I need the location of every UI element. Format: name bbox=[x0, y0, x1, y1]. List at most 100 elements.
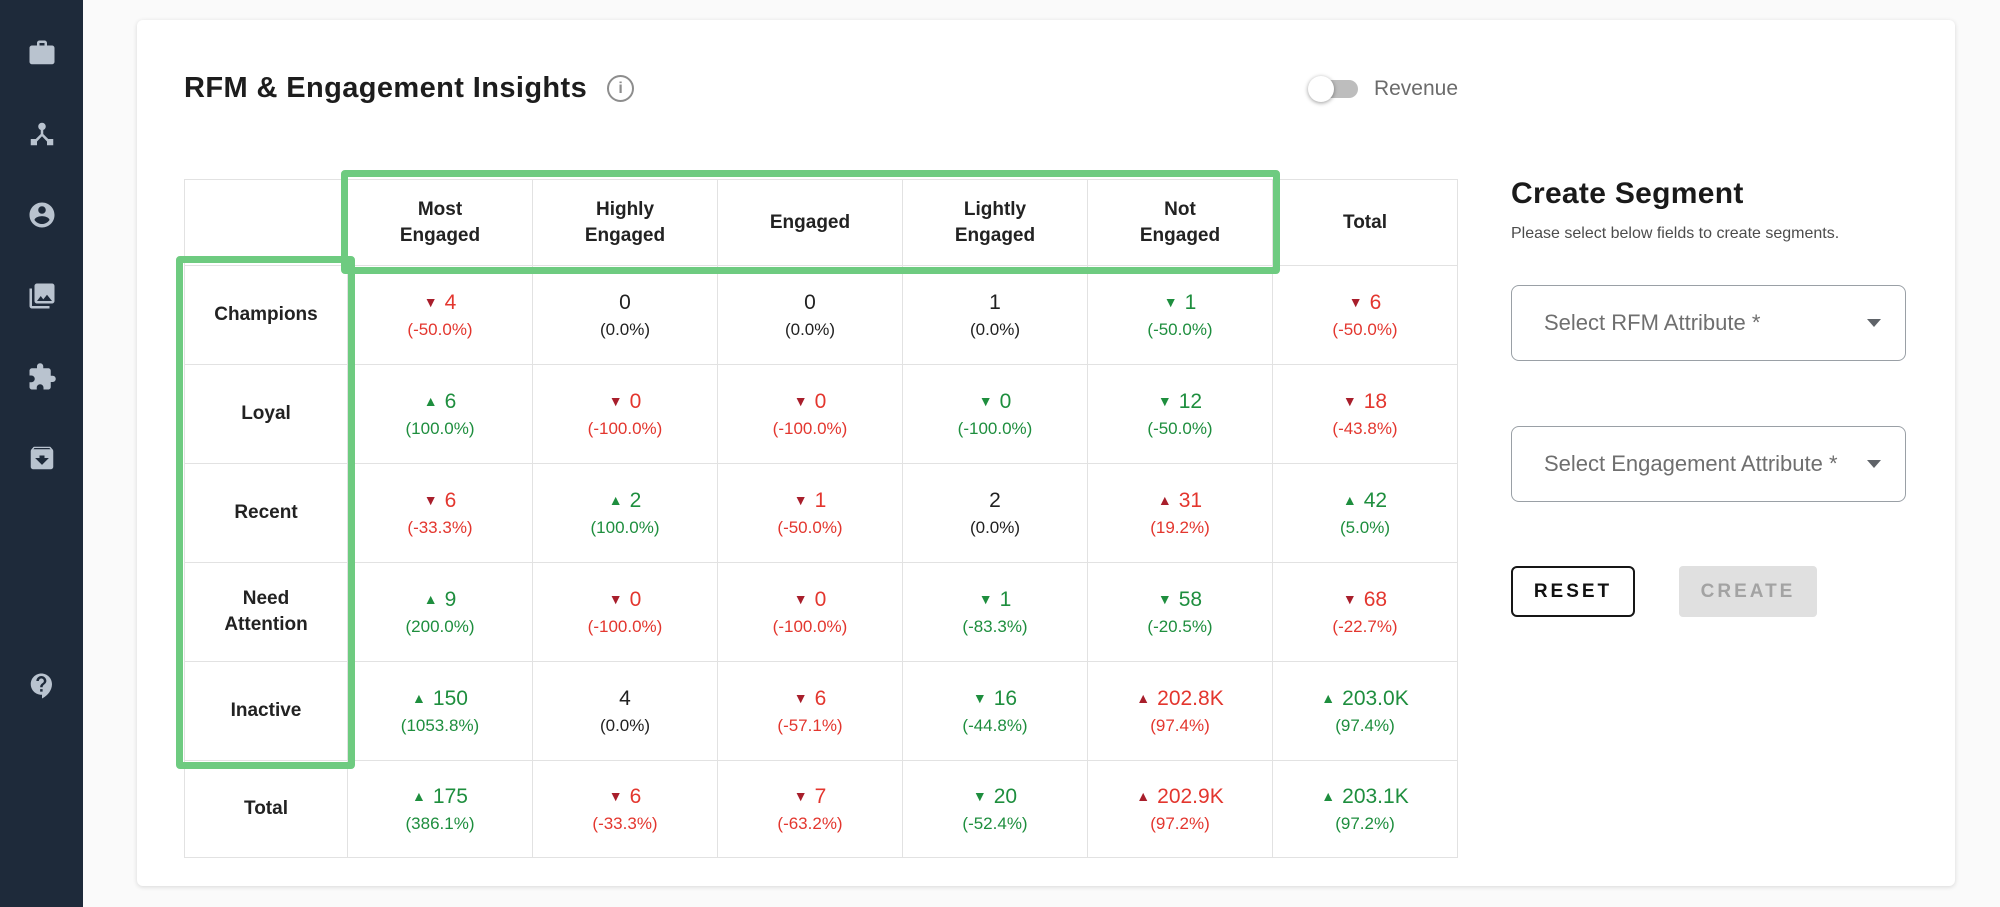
matrix-cell-champions-most-engaged[interactable]: ▼ 4 (-50.0%) bbox=[347, 265, 533, 365]
matrix-cell-loyal-lightly-engaged[interactable]: ▼ 0 (-100.0%) bbox=[902, 364, 1088, 464]
matrix-cell-loyal-total[interactable]: ▼ 18 (-43.8%) bbox=[1272, 364, 1458, 464]
cell-value: ▼ 68 bbox=[1342, 588, 1388, 612]
account-icon bbox=[27, 200, 57, 233]
cell-percent: (200.0%) bbox=[405, 616, 475, 636]
matrix-cell-inactive-total[interactable]: ▲ 203.0K (97.4%) bbox=[1272, 661, 1458, 761]
sidebar-item-account[interactable] bbox=[25, 199, 59, 233]
matrix-cell-total-not-engaged[interactable]: ▲ 202.9K (97.2%) bbox=[1087, 760, 1273, 858]
matrix-cell-recent-not-engaged[interactable]: ▲ 31 (19.2%) bbox=[1087, 463, 1273, 563]
row-label-recent: Recent bbox=[184, 463, 348, 563]
matrix-cell-inactive-lightly-engaged[interactable]: ▼ 16 (-44.8%) bbox=[902, 661, 1088, 761]
cell-percent: (97.2%) bbox=[1150, 813, 1210, 833]
cell-percent: (-100.0%) bbox=[957, 418, 1033, 438]
matrix-cell-need-attention-total[interactable]: ▼ 68 (-22.7%) bbox=[1272, 562, 1458, 662]
cell-value: ▼ 0 bbox=[608, 588, 642, 612]
matrix-cell-champions-engaged[interactable]: 0 (0.0%) bbox=[717, 265, 903, 365]
sidebar-item-hierarchy[interactable] bbox=[25, 118, 59, 152]
toggle-knob bbox=[1307, 75, 1334, 102]
matrix-cell-loyal-not-engaged[interactable]: ▼ 12 (-50.0%) bbox=[1087, 364, 1273, 464]
cell-percent: (386.1%) bbox=[405, 813, 475, 833]
matrix-cell-inactive-not-engaged[interactable]: ▲ 202.8K (97.4%) bbox=[1087, 661, 1273, 761]
cell-value: ▲ 202.8K bbox=[1136, 687, 1224, 711]
down-arrow-icon: ▼ bbox=[972, 690, 987, 707]
matrix-cell-total-lightly-engaged[interactable]: ▼ 20 (-52.4%) bbox=[902, 760, 1088, 858]
create-button[interactable]: CREATE bbox=[1679, 566, 1817, 617]
cell-percent: (-50.0%) bbox=[1147, 319, 1213, 339]
cell-value: ▼ 0 bbox=[793, 390, 827, 414]
cell-value: ▼ 12 bbox=[1157, 390, 1203, 414]
matrix-cell-need-attention-engaged[interactable]: ▼ 0 (-100.0%) bbox=[717, 562, 903, 662]
create-segment-title: Create Segment bbox=[1511, 177, 1744, 210]
cell-value: ▼ 6 bbox=[608, 785, 642, 809]
cell-percent: (-22.7%) bbox=[1332, 616, 1398, 636]
cell-percent: (-83.3%) bbox=[962, 616, 1028, 636]
matrix-cell-loyal-most-engaged[interactable]: ▲ 6 (100.0%) bbox=[347, 364, 533, 464]
cell-value: ▼ 6 bbox=[793, 687, 827, 711]
down-arrow-icon: ▼ bbox=[793, 393, 808, 410]
cell-percent: (-50.0%) bbox=[777, 517, 843, 537]
gallery-icon bbox=[27, 281, 57, 314]
matrix-cell-total-engaged[interactable]: ▼ 7 (-63.2%) bbox=[717, 760, 903, 858]
matrix-cell-loyal-engaged[interactable]: ▼ 0 (-100.0%) bbox=[717, 364, 903, 464]
info-icon[interactable]: i bbox=[607, 75, 635, 102]
revenue-toggle[interactable] bbox=[1307, 75, 1358, 102]
cell-value: ▼ 0 bbox=[608, 390, 642, 414]
matrix-cell-need-attention-most-engaged[interactable]: ▲ 9 (200.0%) bbox=[347, 562, 533, 662]
matrix-cell-recent-total[interactable]: ▲ 42 (5.0%) bbox=[1272, 463, 1458, 563]
sidebar-item-puzzle[interactable] bbox=[25, 361, 59, 395]
column-header-highly-engaged: Highly Engaged bbox=[532, 179, 718, 266]
matrix-cell-total-most-engaged[interactable]: ▲ 175 (386.1%) bbox=[347, 760, 533, 858]
cell-value: ▼ 18 bbox=[1342, 390, 1388, 414]
row-label-champions: Champions bbox=[184, 265, 348, 365]
down-arrow-icon: ▼ bbox=[978, 393, 993, 410]
down-arrow-icon: ▼ bbox=[793, 591, 808, 608]
sidebar-item-help[interactable] bbox=[25, 670, 59, 704]
up-arrow-icon: ▲ bbox=[1136, 690, 1151, 707]
sidebar-item-archive[interactable] bbox=[25, 442, 59, 476]
matrix-cell-total-highly-engaged[interactable]: ▼ 6 (-33.3%) bbox=[532, 760, 718, 858]
up-arrow-icon: ▲ bbox=[1342, 492, 1357, 509]
briefcase-icon bbox=[27, 38, 57, 71]
matrix-cell-need-attention-highly-engaged[interactable]: ▼ 0 (-100.0%) bbox=[532, 562, 718, 662]
matrix-cell-recent-engaged[interactable]: ▼ 1 (-50.0%) bbox=[717, 463, 903, 563]
matrix-cell-inactive-engaged[interactable]: ▼ 6 (-57.1%) bbox=[717, 661, 903, 761]
matrix-cell-total-total[interactable]: ▲ 203.1K (97.2%) bbox=[1272, 760, 1458, 858]
cell-percent: (0.0%) bbox=[969, 319, 1021, 339]
cell-percent: (-100.0%) bbox=[587, 418, 663, 438]
cell-percent: (-33.3%) bbox=[592, 813, 658, 833]
matrix-cell-recent-highly-engaged[interactable]: ▲ 2 (100.0%) bbox=[532, 463, 718, 563]
cell-percent: (-44.8%) bbox=[962, 715, 1028, 735]
matrix-cell-loyal-highly-engaged[interactable]: ▼ 0 (-100.0%) bbox=[532, 364, 718, 464]
row-label-total: Total bbox=[184, 760, 348, 858]
matrix-cell-inactive-highly-engaged[interactable]: 4 (0.0%) bbox=[532, 661, 718, 761]
revenue-toggle-group: Revenue bbox=[1307, 75, 1458, 102]
matrix-cell-champions-highly-engaged[interactable]: 0 (0.0%) bbox=[532, 265, 718, 365]
up-arrow-icon: ▲ bbox=[423, 591, 438, 608]
column-header-most-engaged: Most Engaged bbox=[347, 179, 533, 266]
create-segment-panel: Create Segment Please select below field… bbox=[1511, 177, 1906, 617]
sidebar-item-gallery[interactable] bbox=[25, 280, 59, 314]
matrix-cell-champions-not-engaged[interactable]: ▼ 1 (-50.0%) bbox=[1087, 265, 1273, 365]
cell-value: ▲ 202.9K bbox=[1136, 785, 1224, 809]
cell-value: ▼ 20 bbox=[972, 785, 1018, 809]
matrix-cell-champions-lightly-engaged[interactable]: 1 (0.0%) bbox=[902, 265, 1088, 365]
sidebar-item-briefcase[interactable] bbox=[25, 37, 59, 71]
engagement-attribute-select-placeholder: Select Engagement Attribute * bbox=[1544, 451, 1838, 476]
cell-percent: (-52.4%) bbox=[962, 813, 1028, 833]
matrix-cell-recent-most-engaged[interactable]: ▼ 6 (-33.3%) bbox=[347, 463, 533, 563]
cell-percent: (-50.0%) bbox=[407, 319, 473, 339]
matrix-cell-recent-lightly-engaged[interactable]: 2 (0.0%) bbox=[902, 463, 1088, 563]
engagement-attribute-select[interactable]: Select Engagement Attribute * bbox=[1511, 426, 1906, 502]
up-arrow-icon: ▲ bbox=[1136, 788, 1151, 805]
cell-value: ▼ 0 bbox=[978, 390, 1012, 414]
cell-value: ▲ 31 bbox=[1157, 489, 1203, 513]
matrix-cell-need-attention-lightly-engaged[interactable]: ▼ 1 (-83.3%) bbox=[902, 562, 1088, 662]
down-arrow-icon: ▼ bbox=[1348, 294, 1363, 311]
rfm-attribute-select[interactable]: Select RFM Attribute * bbox=[1511, 285, 1906, 361]
reset-button[interactable]: RESET bbox=[1511, 566, 1635, 617]
matrix-cell-need-attention-not-engaged[interactable]: ▼ 58 (-20.5%) bbox=[1087, 562, 1273, 662]
matrix-cell-champions-total[interactable]: ▼ 6 (-50.0%) bbox=[1272, 265, 1458, 365]
matrix-cell-inactive-most-engaged[interactable]: ▲ 150 (1053.8%) bbox=[347, 661, 533, 761]
cell-percent: (97.4%) bbox=[1335, 715, 1395, 735]
rfm-attribute-select-placeholder: Select RFM Attribute * bbox=[1544, 310, 1761, 335]
